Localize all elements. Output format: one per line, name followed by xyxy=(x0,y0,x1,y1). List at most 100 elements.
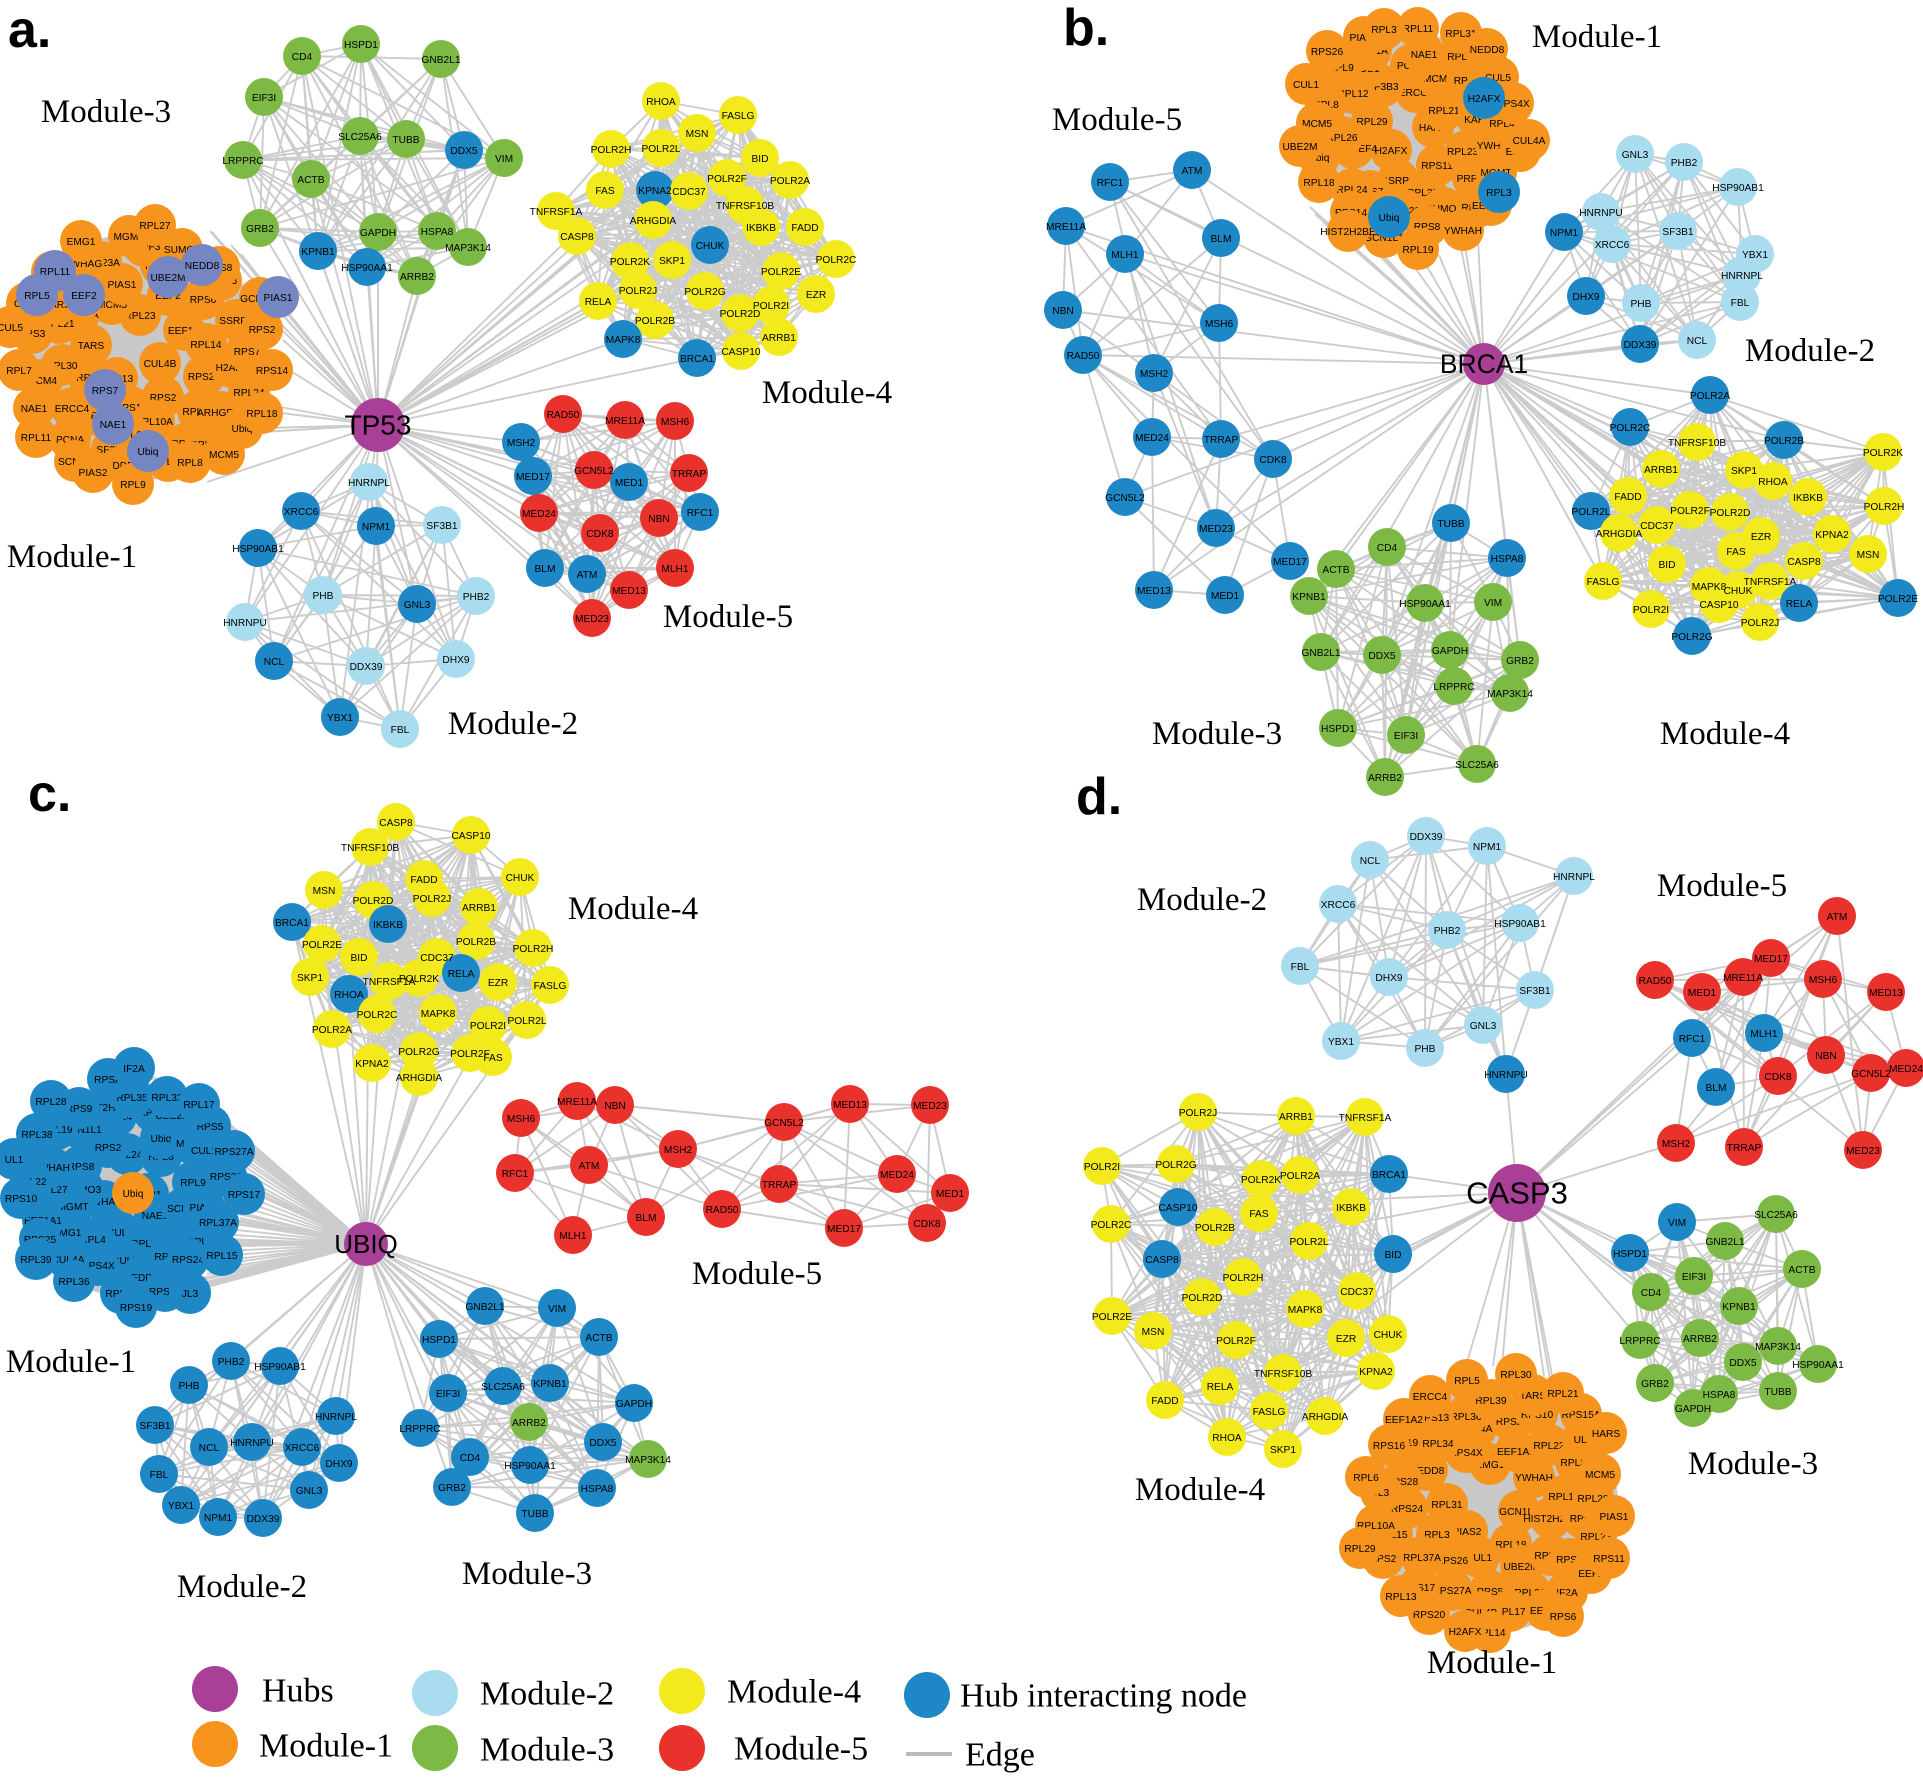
svg-text:YBX1: YBX1 xyxy=(327,713,353,724)
svg-text:RPS24: RPS24 xyxy=(1391,1504,1424,1515)
svg-text:PHB: PHB xyxy=(179,1381,200,1392)
svg-text:RPS25: RPS25 xyxy=(1496,1417,1529,1428)
svg-text:RPS6: RPS6 xyxy=(190,295,217,306)
svg-text:ARHGDIA: ARHGDIA xyxy=(630,216,677,227)
svg-text:ARRB1: ARRB1 xyxy=(1644,465,1678,476)
svg-text:MSH2: MSH2 xyxy=(1140,369,1169,380)
svg-text:NCL: NCL xyxy=(1687,336,1708,347)
svg-text:FAS: FAS xyxy=(595,186,614,197)
svg-text:NEDD8: NEDD8 xyxy=(1470,45,1505,56)
svg-text:POLR2F: POLR2F xyxy=(1670,506,1710,517)
svg-text:NAE1: NAE1 xyxy=(142,1211,169,1222)
svg-text:GCN1L1: GCN1L1 xyxy=(1364,233,1404,244)
svg-text:FADD: FADD xyxy=(791,223,818,234)
svg-text:POLR2E: POLR2E xyxy=(302,940,342,951)
svg-text:RPS10: RPS10 xyxy=(5,1194,38,1205)
svg-text:BRCA1: BRCA1 xyxy=(680,354,714,365)
svg-text:BRCA1: BRCA1 xyxy=(275,918,309,929)
svg-text:CUL5: CUL5 xyxy=(0,323,23,334)
svg-text:HSP90AB1: HSP90AB1 xyxy=(1494,919,1546,930)
svg-text:GAPDH: GAPDH xyxy=(616,1399,652,1410)
svg-text:HIST2H2BE: HIST2H2BE xyxy=(1523,1514,1579,1525)
svg-text:Module-1: Module-1 xyxy=(259,1728,393,1765)
svg-text:RPL14: RPL14 xyxy=(190,340,221,351)
svg-text:POLR2C: POLR2C xyxy=(1091,1220,1132,1231)
svg-text:MSN: MSN xyxy=(1857,550,1880,561)
svg-text:DHX9: DHX9 xyxy=(442,655,470,666)
svg-text:POLR2I: POLR2I xyxy=(1084,1162,1120,1173)
svg-text:POLR2K: POLR2K xyxy=(399,974,439,985)
svg-text:Module-2: Module-2 xyxy=(1745,333,1875,369)
svg-text:CUL2: CUL2 xyxy=(107,1228,133,1239)
svg-text:POLR2K: POLR2K xyxy=(1863,448,1903,459)
svg-text:CUL5: CUL5 xyxy=(1485,73,1511,84)
svg-text:HNRNPL: HNRNPL xyxy=(1721,271,1763,282)
svg-text:NEDD8: NEDD8 xyxy=(1410,1466,1445,1477)
svg-text:YWHAG: YWHAG xyxy=(85,1197,124,1208)
svg-text:RPL3: RPL3 xyxy=(1424,1530,1450,1541)
svg-text:YWHAH: YWHAH xyxy=(1444,226,1482,237)
svg-text:CHUK: CHUK xyxy=(1374,1330,1403,1341)
svg-text:HSP90AA1: HSP90AA1 xyxy=(1399,599,1451,610)
svg-text:Module-2: Module-2 xyxy=(1137,882,1267,918)
svg-text:EZR: EZR xyxy=(1751,532,1771,543)
svg-text:EIF3I: EIF3I xyxy=(1682,1272,1706,1283)
svg-text:MRE11A: MRE11A xyxy=(1046,222,1086,233)
svg-text:RPS3: RPS3 xyxy=(19,329,46,340)
svg-text:CD4: CD4 xyxy=(460,1453,481,1464)
svg-text:POLR2I: POLR2I xyxy=(470,1021,506,1032)
svg-text:NEDD8: NEDD8 xyxy=(185,261,220,272)
svg-text:CUL4B: CUL4B xyxy=(144,359,177,370)
svg-text:MAP3K14: MAP3K14 xyxy=(1487,689,1533,700)
svg-text:RPL13: RPL13 xyxy=(182,407,213,418)
svg-text:ACTB: ACTB xyxy=(1322,565,1349,576)
svg-text:HSPA8: HSPA8 xyxy=(421,227,454,238)
svg-text:TNFRSF10B: TNFRSF10B xyxy=(716,201,775,212)
svg-text:NCL: NCL xyxy=(199,1443,220,1454)
svg-text:ARRB2: ARRB2 xyxy=(1683,1334,1717,1345)
svg-text:PHB: PHB xyxy=(1631,299,1652,310)
svg-text:RPL19: RPL19 xyxy=(1548,1492,1579,1503)
svg-text:GCN5L2: GCN5L2 xyxy=(1851,1069,1891,1080)
svg-text:POLR2H: POLR2H xyxy=(591,145,632,156)
svg-text:POLR2C: POLR2C xyxy=(1610,423,1651,434)
svg-text:GRB2: GRB2 xyxy=(1506,656,1534,667)
svg-text:CD4: CD4 xyxy=(1641,1288,1662,1299)
svg-text:RPS2: RPS2 xyxy=(249,325,276,336)
svg-text:GCN5L2: GCN5L2 xyxy=(574,466,614,477)
svg-text:ERCC4: ERCC4 xyxy=(55,404,90,415)
svg-text:XRCC6: XRCC6 xyxy=(285,1443,320,1454)
svg-text:ERCC4: ERCC4 xyxy=(1413,1392,1448,1403)
svg-text:ATM: ATM xyxy=(1827,912,1848,923)
svg-text:Ubiq: Ubiq xyxy=(1309,153,1330,164)
svg-text:RPL7: RPL7 xyxy=(6,366,32,377)
svg-text:DDX39: DDX39 xyxy=(247,1514,280,1525)
svg-text:MGMT: MGMT xyxy=(57,1202,88,1213)
svg-text:YWHAH: YWHAH xyxy=(32,1163,70,1174)
svg-text:MED17: MED17 xyxy=(516,472,550,483)
svg-text:TUBB: TUBB xyxy=(521,1509,548,1520)
svg-text:RPS5: RPS5 xyxy=(1477,1587,1504,1598)
svg-text:DDX5: DDX5 xyxy=(589,1438,617,1449)
svg-text:HNRNPU: HNRNPU xyxy=(230,1438,274,1449)
svg-text:RFC1: RFC1 xyxy=(502,1169,529,1180)
svg-text:HIST2H2BE: HIST2H2BE xyxy=(1320,227,1376,238)
svg-text:HSP90AA1: HSP90AA1 xyxy=(504,1461,556,1472)
svg-text:SLC25A6: SLC25A6 xyxy=(481,1382,525,1393)
svg-text:BLM: BLM xyxy=(1706,1083,1727,1094)
svg-text:MED13: MED13 xyxy=(833,1100,867,1111)
svg-text:RPSA: RPSA xyxy=(94,1075,122,1086)
svg-text:RAD50: RAD50 xyxy=(547,410,580,421)
svg-text:RPS16: RPS16 xyxy=(1373,1441,1406,1452)
svg-text:CHUK: CHUK xyxy=(696,241,725,252)
svg-text:RPL3: RPL3 xyxy=(1486,188,1512,199)
svg-text:RPL17: RPL17 xyxy=(1494,1607,1525,1618)
svg-text:CUL1: CUL1 xyxy=(191,1146,217,1157)
svg-text:MAPK8: MAPK8 xyxy=(1288,1305,1323,1316)
svg-text:BID: BID xyxy=(1659,560,1676,571)
svg-text:NAE1: NAE1 xyxy=(1411,50,1438,61)
svg-text:GNB2L1: GNB2L1 xyxy=(1301,648,1340,659)
svg-text:RPL23: RPL23 xyxy=(124,311,155,322)
svg-text:JL3: JL3 xyxy=(1373,1488,1390,1499)
svg-text:RPS7: RPS7 xyxy=(92,386,119,397)
